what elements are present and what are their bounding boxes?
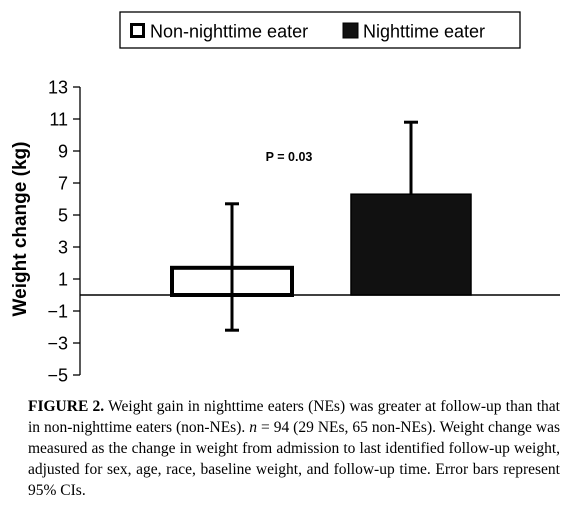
- legend: Non-nighttime eater Nighttime eater: [119, 11, 521, 49]
- caption-label: FIGURE 2.: [28, 398, 105, 415]
- caption-n-variable: n: [249, 419, 257, 436]
- y-tick-label: −3: [47, 334, 68, 354]
- y-tick-label: 7: [58, 174, 68, 194]
- caption-text-1: Weight gain in nighttime eaters (NEs) wa…: [28, 398, 560, 436]
- p-value-annotation: P = 0.03: [266, 150, 313, 164]
- y-tick-label: −5: [47, 366, 68, 386]
- y-tick-label: 11: [49, 110, 68, 130]
- legend-box: [119, 11, 521, 49]
- legend-label: Non-nighttime eater: [150, 22, 308, 42]
- caption-text-2: = 94 (29 NEs, 65 non-NEs). Weight change…: [28, 419, 561, 499]
- chart: Non-nighttime eater Nighttime eater 13119…: [10, 11, 560, 386]
- y-tick-label: 5: [58, 206, 68, 226]
- y-tick-label: −1: [47, 302, 68, 322]
- legend-label: Nighttime eater: [363, 22, 485, 42]
- y-tick-label: 9: [58, 142, 68, 162]
- y-tick-label: 13: [48, 78, 68, 98]
- figure-caption: FIGURE 2. Weight gain in nighttime eater…: [28, 396, 560, 501]
- legend-swatch: [130, 23, 145, 38]
- y-axis-ticks: 13 11 9 7 5 3 1 −1 −3 −5: [47, 78, 80, 386]
- bar-nighttime-eater: [350, 193, 472, 296]
- legend-swatch: [342, 22, 359, 39]
- y-axis-label: Weight change (kg): [10, 142, 31, 317]
- bars: [170, 120, 472, 332]
- y-tick-label: 1: [58, 270, 68, 290]
- y-tick-label: 3: [58, 238, 68, 258]
